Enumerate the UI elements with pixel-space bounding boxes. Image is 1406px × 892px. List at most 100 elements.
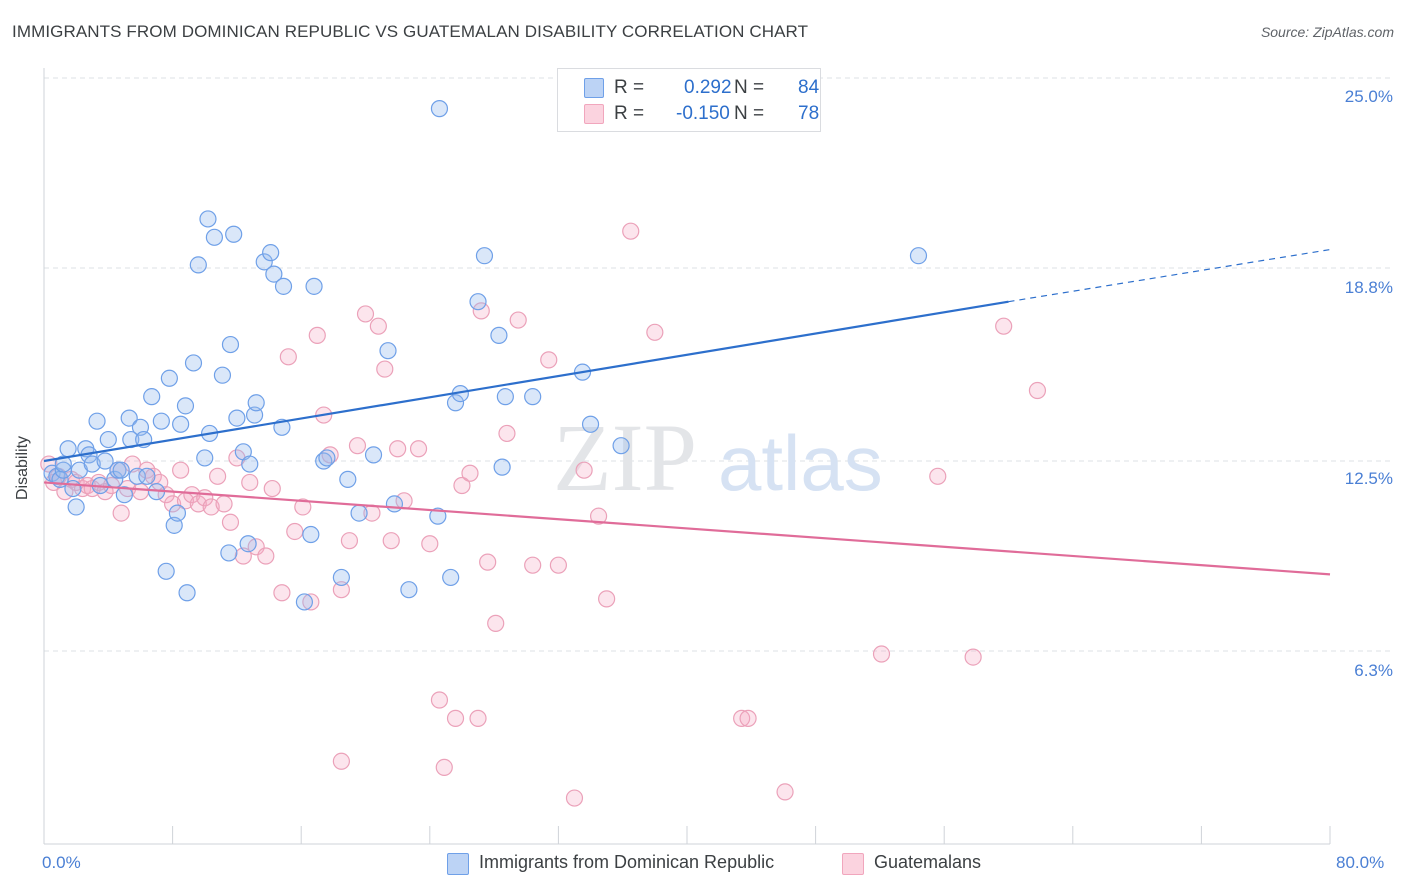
dominican-data-point (364, 446, 383, 464)
dominican-data-point (67, 498, 85, 516)
guatemalan-data-point (498, 424, 516, 443)
dominican-data-point (228, 409, 246, 427)
guatemalan-data-point (273, 584, 291, 602)
guatemalan-data-point (461, 464, 479, 482)
guatemalan-data-point (172, 461, 190, 479)
guatemalan-data-point (279, 348, 297, 366)
dominican-data-point (172, 415, 190, 433)
guatemalan-data-point (332, 752, 350, 770)
guatemalan-data-point (739, 709, 757, 727)
dominican-data-point (446, 394, 465, 412)
dominican-data-point (490, 326, 508, 344)
dominican-data-point (64, 479, 82, 498)
dominican-data-point (302, 525, 320, 544)
dominican-data-point (213, 366, 232, 384)
guatemalan-data-point (453, 476, 471, 495)
guatemalan-data-point (646, 323, 664, 341)
guatemalan-data-point (348, 437, 367, 455)
dominican-data-point (318, 449, 336, 467)
dominican-data-point (442, 568, 460, 587)
guatemalan-data-point (263, 479, 281, 498)
guatemalan-data-point (340, 532, 359, 550)
guatemalan-data-point (376, 360, 394, 378)
dominican-data-point (475, 247, 494, 265)
dominican-data-point (295, 593, 314, 611)
guatemalan-data-point (112, 504, 130, 522)
dominican-data-point (196, 449, 214, 467)
dominican-data-point (88, 412, 106, 430)
dominican-data-point (469, 293, 487, 311)
dominican-data-point (178, 584, 196, 602)
dominican-data-point (168, 504, 187, 522)
dominican-data-point (315, 452, 333, 470)
guatemalan-data-point (302, 593, 320, 611)
n-value: 84 (798, 77, 820, 98)
dominican-data-point (429, 507, 447, 525)
guatemalan-data-point (575, 461, 593, 479)
dominican-points (43, 100, 928, 611)
dominican-data-point (220, 544, 238, 562)
guatemalan-data-point (524, 556, 542, 574)
pink-swatch-icon (584, 104, 604, 124)
guatemalan-data-point (622, 222, 640, 240)
dominican-data-point (160, 369, 178, 387)
legend-label: Guatemalans (874, 852, 982, 872)
guatemalan-data-point (565, 789, 584, 807)
guatemalan-data-point (469, 709, 487, 727)
dominican-data-point (157, 562, 175, 580)
dominican-data-point (379, 342, 397, 360)
x-tick-label-0: 0.0% (42, 853, 81, 872)
zipatlas-watermark: ZIP atlas (553, 404, 883, 511)
dominican-data-point (350, 504, 368, 522)
guatemalan-data-point (389, 440, 407, 458)
r-value: -0.150 (676, 103, 730, 124)
source-label: Source: ZipAtlas.com (1260, 24, 1394, 40)
dominican-data-point (332, 568, 350, 587)
guatemalan-data-point (995, 317, 1013, 335)
dominican-data-point (205, 228, 223, 246)
dominican-data-point (909, 247, 928, 265)
guatemalan-data-point (294, 498, 312, 516)
y-tick-label-12-5: 12.5% (1344, 469, 1393, 488)
dominican-data-point (152, 412, 170, 430)
dominican-data-point (581, 415, 600, 433)
blue-legend-swatch-icon (447, 853, 469, 875)
dominican-data-point (493, 458, 511, 476)
guatemalan-data-point (138, 461, 156, 479)
dominican-data-point (225, 225, 243, 243)
dominican-data-point (112, 461, 130, 479)
dominican-data-point (305, 277, 323, 295)
r-value: 0.292 (684, 77, 732, 98)
dominican-data-point (274, 277, 293, 295)
guatemalan-data-point (776, 783, 794, 801)
watermark-zip-text: ZIP (553, 404, 697, 511)
guatemalan-data-point (409, 440, 428, 458)
guatemalan-data-point (872, 645, 891, 663)
guatemalan-data-point (183, 486, 201, 504)
n-label: N = (734, 77, 765, 98)
guatemalan-data-point (257, 547, 275, 565)
dominican-data-point (339, 470, 357, 488)
dominican-data-point (128, 467, 146, 485)
y-tick-label-18-8: 18.8% (1344, 278, 1393, 297)
guatemalan-data-point (308, 326, 326, 344)
dominican-data-point (176, 397, 195, 415)
watermark-atlas-text: atlas (718, 419, 883, 507)
dominican-data-point (83, 455, 101, 473)
blue-swatch-icon (584, 78, 604, 98)
guatemalan-data-point (430, 691, 449, 709)
dominican-trend-extension (1008, 248, 1331, 303)
dominican-data-point (199, 210, 217, 228)
dominican-data-point (96, 452, 114, 470)
dominican-data-point (189, 256, 207, 274)
guatemalan-data-point (321, 446, 339, 464)
dominican-data-point (247, 394, 265, 412)
guatemalan-data-point (421, 535, 439, 553)
trend-lines (43, 248, 1331, 576)
dominican-data-point (241, 455, 259, 473)
dominican-data-point (143, 388, 161, 406)
x-tick-label-80: 80.0% (1336, 853, 1385, 872)
dominican-data-point (54, 455, 72, 473)
guatemalan-data-point (589, 507, 608, 525)
